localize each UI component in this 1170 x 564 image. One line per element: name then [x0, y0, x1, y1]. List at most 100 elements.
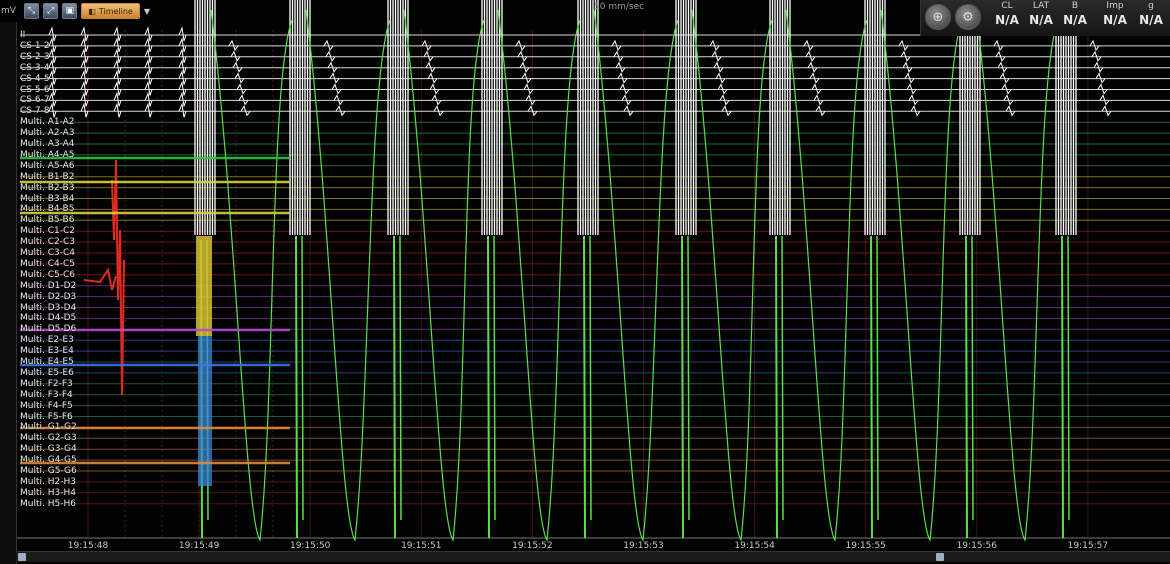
- cs-beat-spike: [80, 58, 89, 74]
- cs-beat-spike: [113, 37, 122, 53]
- timeline-scrollbar[interactable]: [16, 551, 1170, 562]
- channel-label[interactable]: Multi. D2-D3: [20, 291, 77, 302]
- channel-label[interactable]: Multi. B3-B4: [20, 193, 75, 204]
- cs-beat-spike: [113, 47, 122, 63]
- channel-label[interactable]: Multi. C5-C6: [20, 269, 75, 280]
- pacing-line: [493, 235, 496, 521]
- channel-label[interactable]: Multi. B2-B3: [20, 182, 75, 193]
- stat-label: LAT: [1032, 1, 1050, 11]
- cs-response-deflection: [910, 105, 921, 117]
- cs-response-deflection: [1001, 83, 1012, 95]
- channel-label[interactable]: CS 2-3: [20, 51, 50, 62]
- cs-response-deflection: [805, 50, 816, 62]
- zoom-out-button[interactable]: ⤢: [43, 3, 59, 19]
- stat-value: N/A: [995, 13, 1019, 27]
- pacing-line: [1067, 235, 1070, 521]
- cs-beat-spike: [80, 69, 89, 85]
- unit-label: mV: [1, 6, 16, 16]
- channel-label[interactable]: Multi. E4-E5: [20, 357, 74, 367]
- freeze-button[interactable]: ▣: [62, 3, 78, 19]
- channel-label[interactable]: Multi. B5-B6: [20, 215, 75, 226]
- channel-label[interactable]: Multi. A3-A4: [20, 139, 75, 149]
- channel-label[interactable]: Multi. A2-A3: [20, 128, 75, 139]
- cs-beat-spike: [48, 80, 57, 96]
- settings-button[interactable]: ⚙: [955, 4, 981, 30]
- channel-label[interactable]: Multi. B4-B5: [20, 204, 75, 215]
- cs-beat-spike: [80, 26, 89, 42]
- pacing-line: [295, 235, 298, 539]
- cs-response-deflection: [898, 39, 909, 51]
- time-tick-label: 19:15:50: [289, 541, 331, 551]
- cs-beat-spike: [80, 102, 89, 118]
- cs-response-deflection: [240, 105, 251, 117]
- pacing-curve: [785, 9, 868, 542]
- pacing-line: [775, 235, 778, 539]
- channel-label[interactable]: Multi. F2-F3: [20, 378, 73, 389]
- pacing-line: [1061, 235, 1064, 539]
- cs-response-deflection: [611, 39, 622, 51]
- channel-label[interactable]: Multi. A5-A6: [20, 160, 75, 171]
- cs-response-deflection: [523, 83, 534, 95]
- channel-label[interactable]: CS 7-8: [20, 106, 50, 117]
- cs-response-deflection: [1003, 94, 1014, 106]
- measure-button[interactable]: ⊕: [925, 4, 951, 30]
- channel-label[interactable]: Multi. G3-G4: [20, 444, 77, 455]
- cs-beat-spike: [144, 80, 153, 96]
- stat-label: Imp: [1106, 1, 1124, 11]
- chevron-down-icon[interactable]: ▼: [143, 6, 150, 16]
- channel-label[interactable]: Multi. G4-G5: [20, 455, 77, 466]
- channel-label[interactable]: Multi. E2-E3: [20, 335, 74, 346]
- stat-cl: CL N/A: [989, 1, 1025, 27]
- channel-label[interactable]: Multi. E3-E4: [20, 346, 74, 357]
- channel-label[interactable]: Multi. D4-D5: [20, 313, 77, 324]
- cs-response-deflection: [1095, 72, 1106, 84]
- channel-label[interactable]: Multi. D5-D6: [20, 324, 77, 335]
- time-tick-label: 19:15:55: [845, 541, 886, 551]
- channel-label[interactable]: Multi. H2-H3: [20, 476, 76, 487]
- left-scroll-strip[interactable]: [0, 22, 17, 564]
- channel-label[interactable]: Multi. E5-E6: [20, 367, 74, 378]
- stat-value: N/A: [1063, 13, 1087, 27]
- channel-label[interactable]: Multi. A4-A5: [20, 149, 75, 160]
- channel-label[interactable]: Multi. C2-C3: [20, 237, 75, 248]
- channel-label[interactable]: CS 3-4: [20, 62, 50, 73]
- cs-response-deflection: [993, 39, 1004, 51]
- cs-response-deflection: [515, 39, 526, 51]
- stat-label: CL: [1001, 1, 1013, 11]
- channel-label[interactable]: Multi. D3-D4: [20, 302, 77, 313]
- cs-response-deflection: [904, 72, 915, 84]
- cs-response-deflection: [527, 105, 538, 117]
- channel-label[interactable]: CS 4-5: [20, 73, 50, 84]
- channel-label[interactable]: CS 6-7: [20, 95, 50, 106]
- timeline-button[interactable]: ◧ Timeline: [81, 3, 140, 19]
- scroll-start-handle[interactable]: [18, 553, 26, 561]
- cs-response-deflection: [325, 50, 336, 62]
- channel-label[interactable]: CS 1-2: [20, 40, 50, 51]
- time-tick-label: 19:15:49: [178, 541, 220, 551]
- channel-label[interactable]: Multi. B1-B2: [20, 171, 75, 182]
- channel-label[interactable]: Multi. G1-G2: [20, 422, 77, 433]
- channel-label[interactable]: Multi. H5-H6: [20, 498, 76, 509]
- channel-label[interactable]: Multi. D1-D2: [20, 280, 77, 291]
- channel-label[interactable]: Multi. G5-G6: [20, 466, 77, 476]
- channel-label[interactable]: Multi. C3-C4: [20, 248, 75, 258]
- channel-label[interactable]: II: [20, 30, 26, 40]
- channel-label[interactable]: Multi. F5-F6: [20, 411, 73, 422]
- cs-beat-spike: [80, 91, 89, 107]
- cs-beat-spike: [113, 69, 122, 85]
- cs-response-deflection: [1005, 105, 1016, 117]
- scroll-position-handle[interactable]: [936, 553, 944, 561]
- channel-label[interactable]: Multi. H3-H4: [20, 487, 76, 498]
- channel-label[interactable]: Multi. F4-F5: [20, 400, 73, 411]
- channel-label[interactable]: Multi. F3-F4: [20, 389, 73, 400]
- zoom-in-button[interactable]: ⤡: [23, 3, 40, 19]
- zoom-out-icon: ⤢: [47, 5, 55, 16]
- sweep-speed-label: 50 mm/sec: [594, 2, 645, 12]
- cs-response-deflection: [333, 94, 344, 106]
- channel-label[interactable]: CS 5-6: [20, 84, 50, 95]
- channel-label[interactable]: Multi. A1-A2: [20, 117, 75, 128]
- channel-label[interactable]: Multi. G2-G3: [20, 433, 77, 444]
- channel-label[interactable]: Multi. C1-C2: [20, 226, 75, 237]
- channel-label[interactable]: Multi. C4-C5: [20, 258, 75, 269]
- pacing-curve: [880, 9, 963, 542]
